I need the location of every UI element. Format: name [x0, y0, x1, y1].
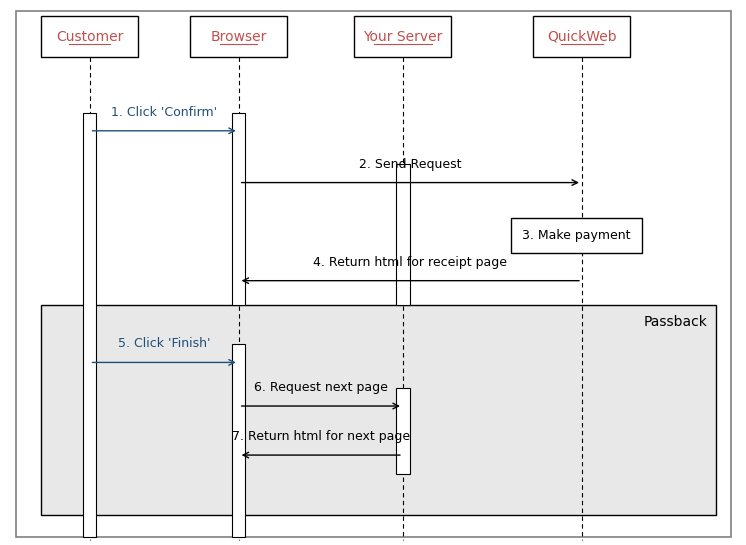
Text: 1. Click 'Confirm': 1. Click 'Confirm' — [111, 106, 217, 119]
Text: Passback: Passback — [643, 315, 707, 329]
Bar — [41, 16, 138, 57]
Text: 7. Return html for next page: 7. Return html for next page — [232, 430, 410, 443]
Text: 5. Click 'Finish': 5. Click 'Finish' — [118, 337, 210, 350]
Bar — [396, 164, 410, 305]
Text: 3. Make payment: 3. Make payment — [522, 229, 630, 242]
Text: 6. Request next page: 6. Request next page — [254, 381, 388, 394]
Text: 4. Return html for receipt page: 4. Return html for receipt page — [313, 256, 507, 269]
Bar — [41, 305, 716, 515]
Text: Your Server: Your Server — [363, 30, 442, 44]
Text: 2. Send Request: 2. Send Request — [359, 158, 462, 171]
Text: QuickWeb: QuickWeb — [547, 30, 617, 44]
Bar — [533, 16, 630, 57]
Text: Customer: Customer — [56, 30, 123, 44]
Bar — [396, 388, 410, 474]
Bar — [511, 218, 642, 253]
Bar — [83, 113, 96, 537]
Bar — [354, 16, 451, 57]
Bar — [190, 16, 287, 57]
Bar — [232, 113, 245, 305]
Text: Browser: Browser — [210, 30, 267, 44]
Bar — [232, 344, 245, 537]
